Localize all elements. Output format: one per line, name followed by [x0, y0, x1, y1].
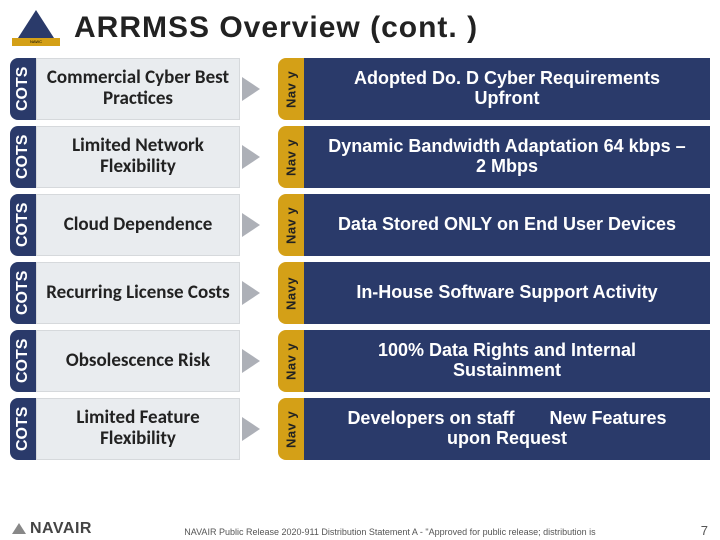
cots-cap: COTS [10, 398, 36, 460]
navy-cell: Developers on staff New Features upon Re… [304, 398, 710, 460]
logo-bar: NAWC [12, 38, 60, 46]
arrow-icon [242, 281, 260, 305]
navair-logo: NAVAIR [12, 520, 92, 538]
navy-cap: Nav y [278, 330, 304, 392]
table-row: COTS Limited Network Flexibility Nav y D… [10, 126, 710, 188]
cots-cell: Limited Network Flexibility [36, 126, 240, 188]
arrow-gap [240, 126, 278, 188]
arrow-icon [242, 77, 260, 101]
navy-cap: Nav y [278, 194, 304, 256]
navy-cell: In-House Software Support Activity [304, 262, 710, 324]
cots-cell: Cloud Dependence [36, 194, 240, 256]
navy-cell: 100% Data Rights and Internal Sustainmen… [304, 330, 710, 392]
cots-cell: Obsolescence Risk [36, 330, 240, 392]
cots-cell: Commercial Cyber Best Practices [36, 58, 240, 120]
navy-cap: Nav y [278, 126, 304, 188]
page-number: 7 [688, 523, 708, 538]
navair-text: NAVAIR [30, 520, 92, 538]
arrow-gap [240, 262, 278, 324]
cots-cell: Recurring License Costs [36, 262, 240, 324]
distribution-statement: NAVAIR Public Release 2020-911 Distribut… [92, 528, 688, 538]
slide-title: ARRMSS Overview (cont. ) [74, 11, 478, 45]
arrow-icon [242, 213, 260, 237]
arrow-gap [240, 330, 278, 392]
navair-triangle-icon [12, 523, 26, 534]
navy-cap: Nav y [278, 398, 304, 460]
navy-cap: Navy [278, 262, 304, 324]
logo-triangle-icon [18, 10, 54, 38]
cots-cap: COTS [10, 330, 36, 392]
cots-cap: COTS [10, 194, 36, 256]
arrow-gap [240, 194, 278, 256]
cots-cap: COTS [10, 262, 36, 324]
slide-footer: NAVAIR NAVAIR Public Release 2020-911 Di… [0, 520, 720, 538]
comparison-table: COTS Commercial Cyber Best Practices Nav… [0, 56, 720, 460]
table-row: COTS Commercial Cyber Best Practices Nav… [10, 58, 710, 120]
arrow-icon [242, 349, 260, 373]
slide-header: NAWC ARRMSS Overview (cont. ) [0, 0, 720, 56]
cots-cell: Limited Feature Flexibility [36, 398, 240, 460]
cots-cap: COTS [10, 126, 36, 188]
table-row: COTS Cloud Dependence Nav y Data Stored … [10, 194, 710, 256]
navy-cell: Adopted Do. D Cyber Requirements Upfront [304, 58, 710, 120]
table-row: COTS Limited Feature Flexibility Nav y D… [10, 398, 710, 460]
table-row: COTS Obsolescence Risk Nav y 100% Data R… [10, 330, 710, 392]
navy-cap: Nav y [278, 58, 304, 120]
cots-cap: COTS [10, 58, 36, 120]
arrow-gap [240, 58, 278, 120]
navy-cell: Dynamic Bandwidth Adaptation 64 kbps – 2… [304, 126, 710, 188]
nawc-logo: NAWC [8, 4, 64, 52]
table-row: COTS Recurring License Costs Navy In-Hou… [10, 262, 710, 324]
arrow-icon [242, 417, 260, 441]
arrow-icon [242, 145, 260, 169]
arrow-gap [240, 398, 278, 460]
navy-cell: Data Stored ONLY on End User Devices [304, 194, 710, 256]
